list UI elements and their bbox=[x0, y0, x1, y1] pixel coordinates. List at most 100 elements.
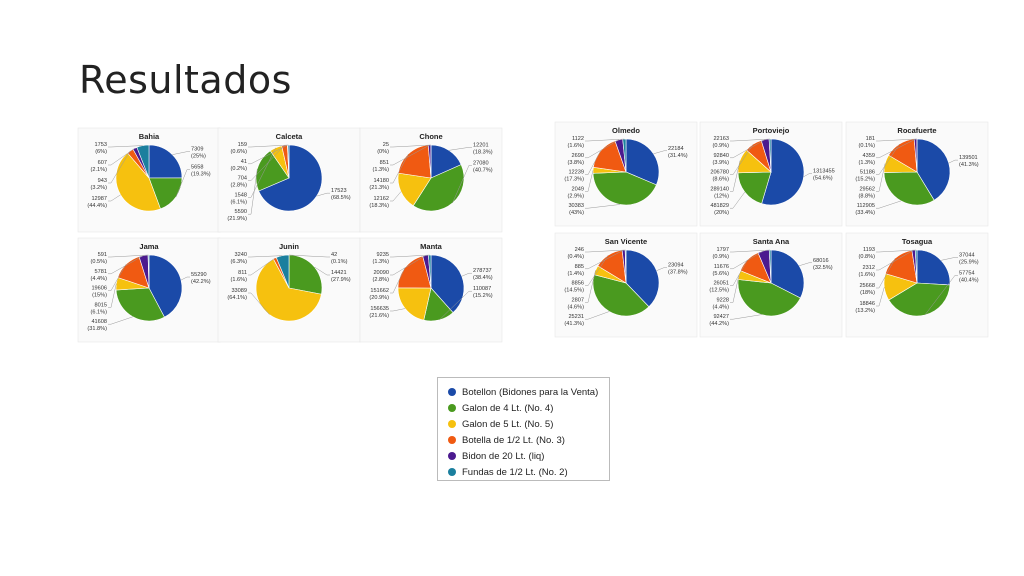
slice-percent-label: (33.4%) bbox=[855, 210, 875, 216]
pie-slice-portoviejo-galon4 bbox=[737, 171, 772, 205]
slice-percent-label: (40.7%) bbox=[473, 167, 493, 173]
slice-value-label: 704 bbox=[238, 176, 247, 182]
slice-percent-label: (32.5%) bbox=[813, 265, 833, 271]
chart-title: Olmedo bbox=[612, 126, 640, 135]
leader-line bbox=[248, 255, 283, 258]
leader-line bbox=[656, 267, 667, 271]
leader-line bbox=[248, 144, 289, 148]
leader-line bbox=[390, 254, 430, 258]
slice-value-label: 9235 bbox=[377, 252, 389, 258]
slice-percent-label: (6%) bbox=[95, 149, 107, 155]
leader-line bbox=[390, 144, 431, 148]
slice-value-label: 68016 bbox=[813, 258, 829, 264]
slice-value-label: 4359 bbox=[863, 153, 875, 159]
slice-percent-label: (43%) bbox=[569, 210, 584, 216]
slice-percent-label: (8.6%) bbox=[713, 177, 730, 183]
slice-percent-label: (25%) bbox=[191, 154, 206, 160]
leader-line bbox=[876, 138, 916, 159]
pie-chart-manta: Manta 278737(38.4%) 110087(15.2%) 9235(1.3%… bbox=[359, 237, 503, 343]
slice-percent-label: (18.3%) bbox=[473, 149, 493, 155]
legend-item-botellon: Botellon (Bidones para la Venta) bbox=[448, 384, 609, 400]
slide-title: Resultados bbox=[79, 58, 292, 102]
leader-line bbox=[248, 168, 258, 215]
leader-line bbox=[730, 274, 740, 303]
leader-line bbox=[730, 191, 746, 209]
leader-line bbox=[180, 276, 190, 281]
leader-line bbox=[876, 249, 917, 253]
pie-slice-olmedo-galon4 bbox=[592, 171, 657, 206]
slice-value-label: 8856 bbox=[572, 281, 584, 287]
leader-line bbox=[108, 147, 136, 166]
chart-title: San Vicente bbox=[605, 237, 647, 246]
leader-line bbox=[940, 257, 958, 261]
slice-value-label: 2690 bbox=[572, 153, 584, 159]
leader-line bbox=[924, 275, 958, 316]
slice-value-label: 811 bbox=[238, 270, 247, 276]
leader-line bbox=[876, 258, 896, 289]
pie-slice-santa-ana-botellon bbox=[770, 249, 805, 299]
pie-slice-bahia-galon5 bbox=[115, 152, 161, 212]
chart-title: Tosagua bbox=[902, 237, 933, 246]
slice-percent-label: (17.3%) bbox=[564, 177, 584, 183]
chart-title: Rocafuerte bbox=[897, 126, 936, 135]
slice-value-label: 27080 bbox=[473, 160, 489, 166]
slice-percent-label: (1.3%) bbox=[373, 167, 390, 173]
leader-line bbox=[585, 138, 625, 142]
legend-label: Galon de 5 Lt. (No. 5) bbox=[462, 418, 554, 430]
legend-swatch bbox=[448, 404, 456, 412]
slice-percent-label: (42.2%) bbox=[191, 279, 211, 285]
slice-value-label: 278737 bbox=[473, 268, 492, 274]
legend-item-galon4: Galon de 4 Lt. (No. 4) bbox=[448, 400, 609, 416]
slice-percent-label: (0.9%) bbox=[713, 254, 730, 260]
slice-value-label: 41608 bbox=[91, 319, 107, 325]
slice-percent-label: (21.9%) bbox=[227, 216, 247, 222]
slice-value-label: 51186 bbox=[860, 170, 875, 176]
slice-value-label: 607 bbox=[98, 160, 107, 166]
leader-line bbox=[390, 308, 406, 312]
slice-value-label: 5658 bbox=[191, 165, 203, 171]
leader-line bbox=[876, 163, 886, 192]
legend-label: Botella de 1/2 Lt. (No. 3) bbox=[462, 434, 565, 446]
slice-percent-label: (41.3%) bbox=[959, 162, 979, 168]
chart-title: Calceta bbox=[276, 132, 304, 141]
slice-percent-label: (4.4%) bbox=[713, 304, 730, 310]
slice-percent-label: (3.9%) bbox=[713, 160, 730, 166]
pie-slice-san-vicente-galon4 bbox=[592, 274, 650, 317]
pie-slice-junin-galon5 bbox=[255, 258, 322, 322]
slice-percent-label: (3.2%) bbox=[91, 185, 108, 191]
leader-line bbox=[585, 139, 619, 159]
leader-line bbox=[248, 147, 276, 198]
leader-line bbox=[390, 153, 409, 184]
leader-line bbox=[730, 314, 762, 320]
legend-label: Galon de 4 Lt. (No. 4) bbox=[462, 402, 554, 414]
slice-value-label: 12239 bbox=[568, 170, 584, 176]
slice-value-label: 14421 bbox=[331, 270, 347, 276]
slice-percent-label: (19.3%) bbox=[191, 172, 211, 178]
slice-percent-label: (1.3%) bbox=[373, 259, 390, 265]
slice-value-label: 1193 bbox=[863, 247, 875, 253]
legend-label: Fundas de 1/2 Lt. (No. 2) bbox=[462, 466, 568, 478]
leader-line bbox=[390, 191, 402, 202]
leader-line bbox=[108, 145, 143, 148]
pie-slice-san-vicente-botellon bbox=[625, 249, 660, 308]
pie-slice-bahia-fundas bbox=[136, 144, 150, 179]
leader-line bbox=[585, 150, 601, 175]
slice-value-label: 3240 bbox=[235, 252, 247, 258]
pie-slice-rocafuerte-galon4 bbox=[883, 171, 935, 206]
leader-line bbox=[730, 250, 764, 270]
legend-item-fundas: Fundas de 1/2 Lt. (No. 2) bbox=[448, 464, 609, 480]
slice-percent-label: (15%) bbox=[92, 293, 107, 299]
slice-value-label: 23094 bbox=[668, 263, 684, 269]
slice-value-label: 206780 bbox=[710, 170, 729, 176]
slice-percent-label: (1.4%) bbox=[568, 271, 585, 277]
slice-value-label: 181 bbox=[866, 136, 875, 142]
slice-percent-label: (6.1%) bbox=[91, 309, 108, 315]
pie-slice-jama-botellon bbox=[148, 254, 183, 318]
leader-line bbox=[653, 150, 667, 155]
slice-value-label: 12987 bbox=[91, 196, 107, 202]
slice-percent-label: (1.6%) bbox=[231, 277, 248, 283]
leader-line bbox=[248, 292, 270, 315]
pie-slice-tosagua-galon4 bbox=[888, 282, 951, 317]
pie-chart-bahia: Bahia 7309(25%) 5658(19.3%) 1753(6%) 607(2.1… bbox=[77, 127, 221, 233]
slice-percent-label: (4.4%) bbox=[91, 276, 108, 282]
